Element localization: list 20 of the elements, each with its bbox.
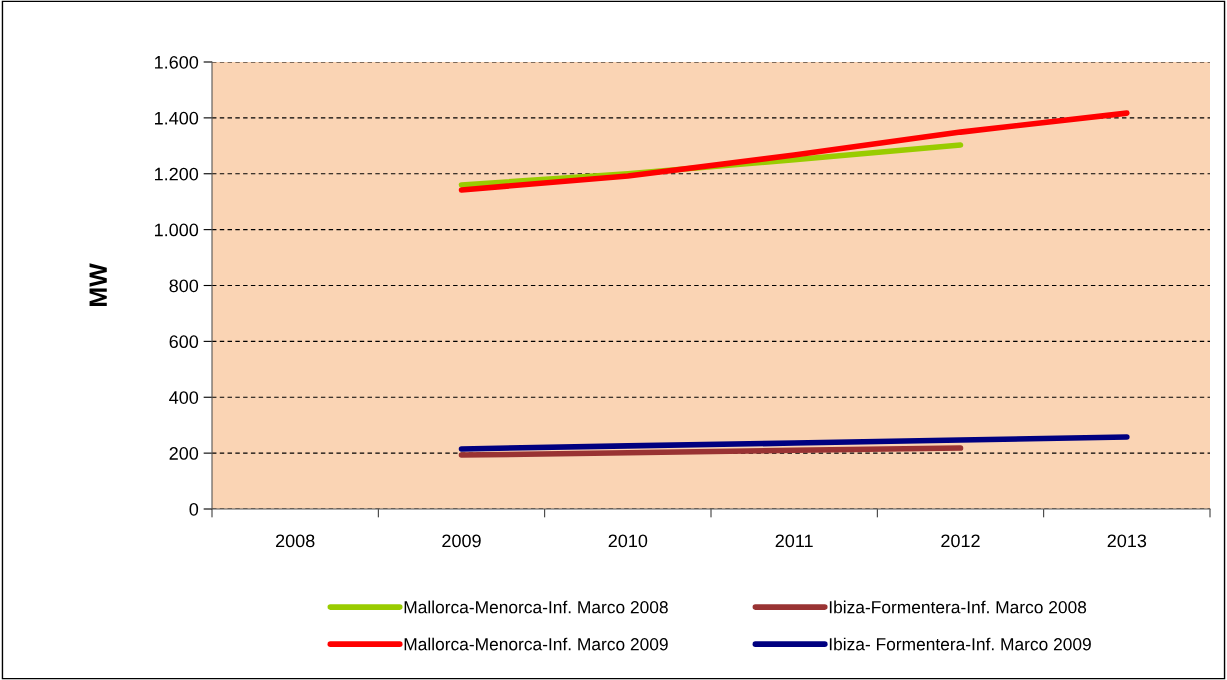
x-tick-label: 2009 [442, 534, 481, 548]
y-tick-label: 1.000 [155, 223, 199, 237]
x-tick-label: 2011 [775, 534, 813, 548]
y-tick-label: 600 [169, 335, 199, 349]
y-tick-label: 0 [189, 502, 199, 516]
y-tick-label: 200 [169, 447, 199, 460]
x-tick-label: 2008 [275, 534, 315, 548]
y-tick-label: 1.400 [155, 111, 199, 125]
legend-label: Mallorca-Menorca-Inf. Marco 2009 [404, 637, 668, 651]
y-axis-title: MW [89, 263, 107, 307]
y-tick-label: 800 [169, 279, 199, 293]
legend-label: Ibiza- Formentera-Inf. Marco 2009 [829, 637, 1091, 651]
x-tick-label: 2010 [608, 534, 648, 548]
y-tick-label: 1.200 [155, 167, 199, 181]
legend-label: Ibiza-Formentera-Inf. Marco 2008 [829, 600, 1087, 614]
y-tick-label: 1.600 [155, 55, 199, 69]
x-tick-label: 2013 [1107, 534, 1147, 548]
x-tick-label: 2012 [941, 534, 980, 548]
legend-label: Mallorca-Menorca-Inf. Marco 2008 [404, 600, 668, 614]
y-tick-label: 400 [169, 391, 199, 404]
